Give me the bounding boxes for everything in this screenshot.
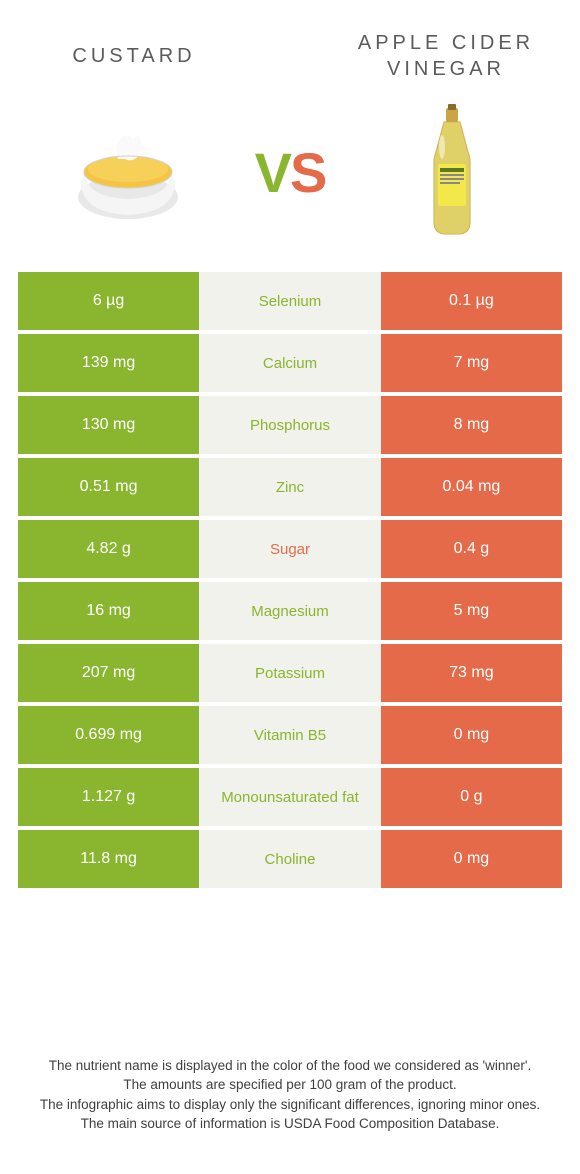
- nutrient-label: Magnesium: [199, 582, 381, 640]
- right-value: 0.1 µg: [381, 272, 562, 330]
- left-value: 11.8 mg: [18, 830, 199, 888]
- left-food-title: Custard: [30, 43, 238, 69]
- table-row: 139 mgCalcium7 mg: [18, 334, 562, 392]
- vinegar-image: [382, 102, 522, 242]
- left-value: 4.82 g: [18, 520, 199, 578]
- right-value: 8 mg: [381, 396, 562, 454]
- footer-line: The amounts are specified per 100 gram o…: [30, 1075, 550, 1095]
- nutrient-label: Phosphorus: [199, 396, 381, 454]
- nutrient-label: Vitamin B5: [199, 706, 381, 764]
- vs-s: S: [290, 141, 325, 204]
- right-value: 5 mg: [381, 582, 562, 640]
- nutrient-label: Sugar: [199, 520, 381, 578]
- right-value: 7 mg: [381, 334, 562, 392]
- table-row: 6 µgSelenium0.1 µg: [18, 272, 562, 330]
- table-row: 0.51 mgZinc0.04 mg: [18, 458, 562, 516]
- custard-image: [58, 102, 198, 242]
- right-value: 0 mg: [381, 830, 562, 888]
- table-row: 16 mgMagnesium5 mg: [18, 582, 562, 640]
- right-value: 0 mg: [381, 706, 562, 764]
- left-value: 207 mg: [18, 644, 199, 702]
- table-row: 0.699 mgVitamin B50 mg: [18, 706, 562, 764]
- nutrient-table: 6 µgSelenium0.1 µg139 mgCalcium7 mg130 m…: [0, 272, 580, 1026]
- images-row: VS: [0, 92, 580, 272]
- nutrient-label: Zinc: [199, 458, 381, 516]
- left-value: 139 mg: [18, 334, 199, 392]
- vs-v: V: [255, 141, 290, 204]
- footer-line: The nutrient name is displayed in the co…: [30, 1056, 550, 1076]
- table-row: 130 mgPhosphorus8 mg: [18, 396, 562, 454]
- vs-label: VS: [255, 140, 326, 205]
- table-row: 11.8 mgCholine0 mg: [18, 830, 562, 888]
- right-food-title: Apple cider vinegar: [342, 30, 550, 82]
- left-value: 1.127 g: [18, 768, 199, 826]
- nutrient-label: Selenium: [199, 272, 381, 330]
- right-value: 0 g: [381, 768, 562, 826]
- header: Custard Apple cider vinegar: [0, 0, 580, 92]
- left-value: 0.699 mg: [18, 706, 199, 764]
- right-value: 73 mg: [381, 644, 562, 702]
- nutrient-label: Potassium: [199, 644, 381, 702]
- left-value: 0.51 mg: [18, 458, 199, 516]
- left-value: 6 µg: [18, 272, 199, 330]
- nutrient-label: Choline: [199, 830, 381, 888]
- right-value: 0.4 g: [381, 520, 562, 578]
- left-value: 130 mg: [18, 396, 199, 454]
- nutrient-label: Monounsaturated fat: [199, 768, 381, 826]
- right-value: 0.04 mg: [381, 458, 562, 516]
- nutrient-label: Calcium: [199, 334, 381, 392]
- table-row: 207 mgPotassium73 mg: [18, 644, 562, 702]
- table-row: 1.127 gMonounsaturated fat0 g: [18, 768, 562, 826]
- left-value: 16 mg: [18, 582, 199, 640]
- footer-line: The infographic aims to display only the…: [30, 1095, 550, 1115]
- footer-notes: The nutrient name is displayed in the co…: [0, 1026, 580, 1174]
- footer-line: The main source of information is USDA F…: [30, 1114, 550, 1134]
- table-row: 4.82 gSugar0.4 g: [18, 520, 562, 578]
